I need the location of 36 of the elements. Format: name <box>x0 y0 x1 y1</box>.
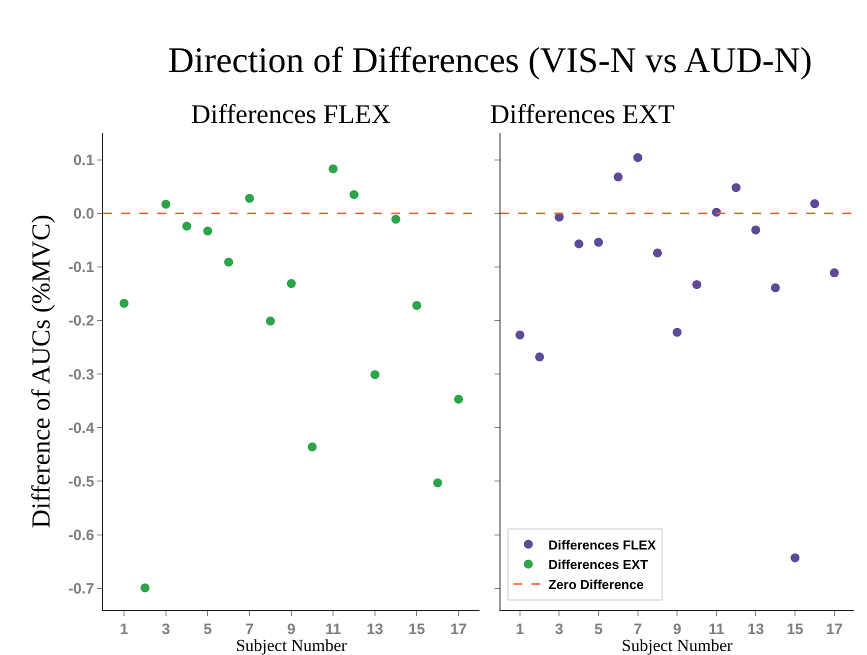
x-tick-label: 7 <box>634 620 642 638</box>
y-tick-label: -0.4 <box>68 420 95 437</box>
legend-label: Differences EXT <box>548 557 648 572</box>
x-tick-label: 1 <box>516 620 524 638</box>
legend-label: Zero Difference <box>548 577 644 592</box>
x-tick-label: 11 <box>325 620 342 638</box>
x-axis-title: Subject Number <box>622 636 733 655</box>
x-tick-label: 7 <box>245 620 254 638</box>
chart-title: Differences EXT <box>490 99 676 129</box>
y-tick-label: -0.7 <box>68 580 94 598</box>
chart-title: Direction of Differences (VIS-N vs AUD-N) <box>168 40 812 80</box>
x-tick-label: 3 <box>555 620 564 638</box>
y-tick-label: -0.1 <box>68 259 94 276</box>
x-tick-label: 17 <box>450 620 467 638</box>
x-tick-label: 3 <box>162 620 170 638</box>
y-tick-label: -0.5 <box>68 473 94 490</box>
y-tick-label: -0.2 <box>68 312 94 330</box>
y-axis-title: Difference of AUCs (%MVC) <box>26 214 56 528</box>
y-tick-label: 0.0 <box>73 206 94 223</box>
x-tick-label: 5 <box>594 620 603 638</box>
x-tick-label: 11 <box>708 620 724 638</box>
chart-subtitle: Differences FLEX <box>191 99 392 129</box>
x-axis-title: Subject Number <box>236 636 348 655</box>
y-tick-label: -0.3 <box>68 366 94 384</box>
y-tick-label: -0.6 <box>68 527 94 544</box>
x-tick-label: 15 <box>786 620 804 638</box>
x-tick-label: 17 <box>826 620 843 638</box>
x-tick-label: 5 <box>204 620 212 638</box>
x-tick-label: 9 <box>287 620 296 638</box>
y-tick-label: 0.1 <box>73 152 94 170</box>
x-tick-label: 9 <box>672 620 682 638</box>
x-tick-label: 13 <box>366 620 384 638</box>
legend-label: Differences FLEX <box>548 537 656 552</box>
x-tick-label: 1 <box>120 620 128 638</box>
x-tick-label: 13 <box>747 620 764 638</box>
x-tick-label: 15 <box>408 620 426 638</box>
